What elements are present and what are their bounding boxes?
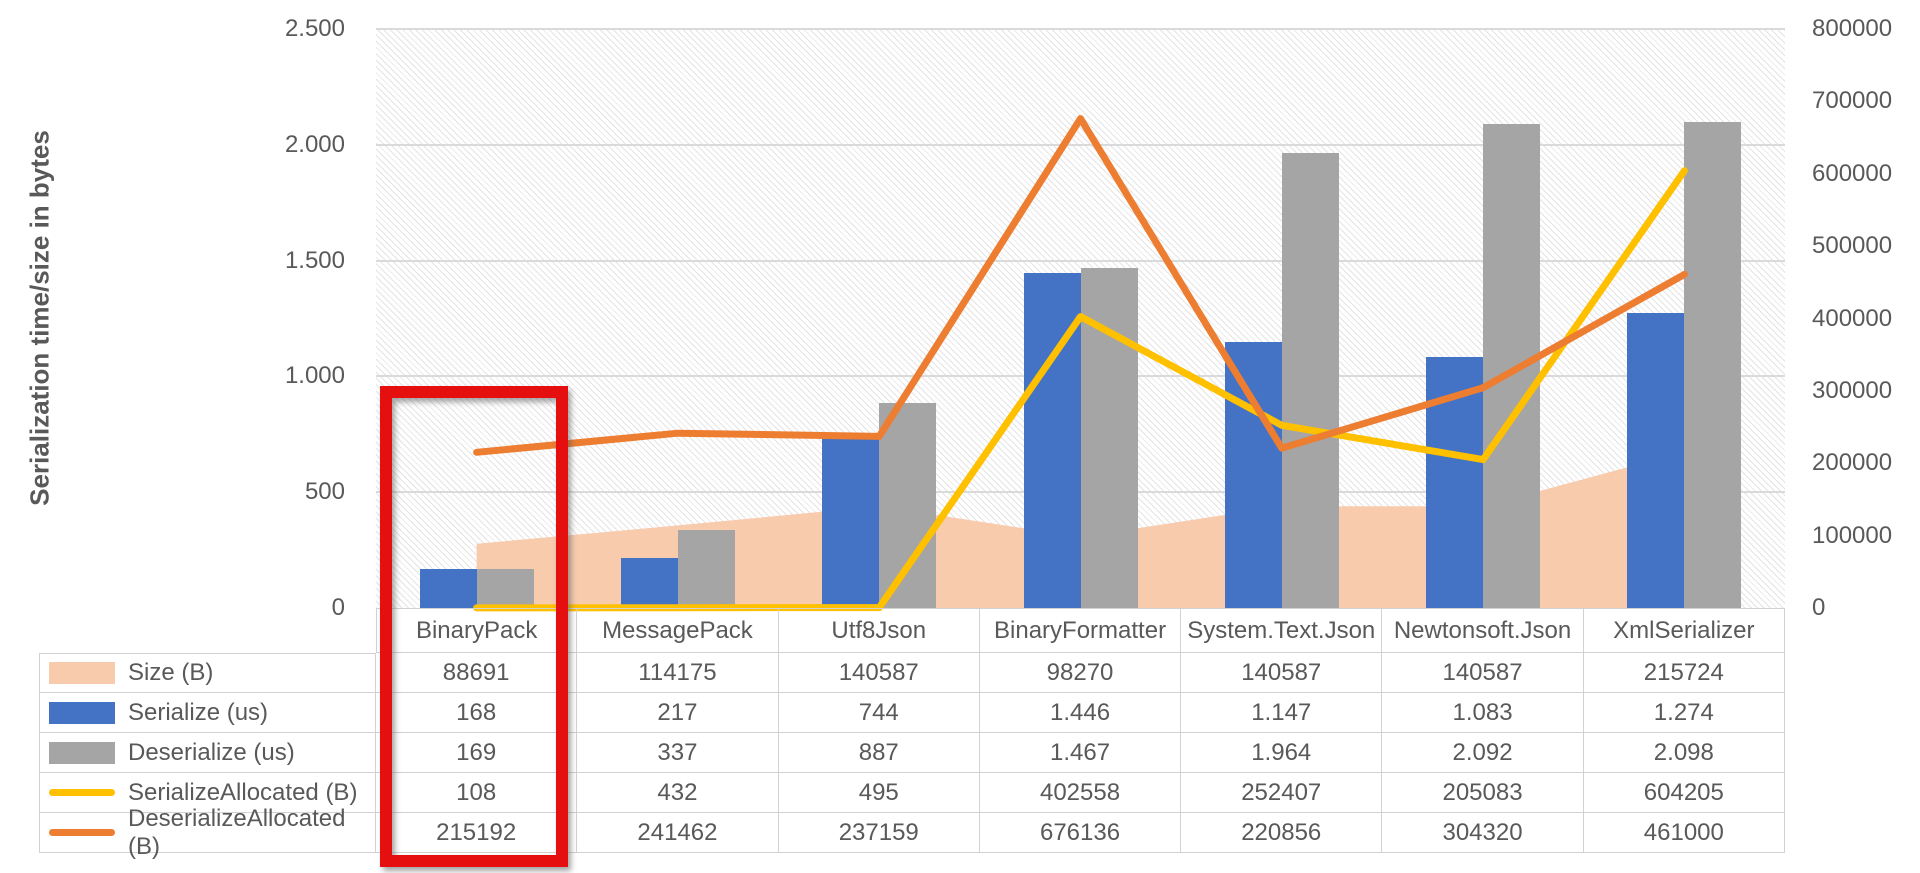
legend-cell: DeserializeAllocated (B) [39,805,376,860]
value-cell: 98270 [979,653,1182,693]
deserialize-bar [1483,123,1541,608]
value-cell: 304320 [1382,813,1584,853]
deserialize-bar [879,402,937,608]
category-header-cell: BinaryPack [376,608,578,653]
value-cell: 1.446 [979,693,1182,733]
legend-label: SerializeAllocated (B) [128,778,358,806]
value-cell: 114175 [577,653,779,693]
legend-label: Serialize (us) [128,698,269,726]
value-cell: 140587 [778,653,980,693]
plot-area [376,28,1785,612]
left-axis-tick: 500 [304,478,345,506]
right-axis-tick: 0 [1812,594,1826,621]
value-cell: 217 [577,693,779,733]
legend-swatch-line [49,829,115,836]
deserialize-bar [476,568,534,608]
serialize-bar [822,435,880,608]
value-cell: 108 [376,773,578,813]
gridline [376,143,1785,146]
size-area-layer [476,451,1685,608]
category-header-cell: BinaryFormatter [979,608,1182,653]
right-axis-tick: 800000 [1812,15,1893,42]
value-cell: 252407 [1181,773,1383,813]
serialize-bar [419,569,477,608]
value-cell: 88691 [376,653,578,693]
deserialize-bar [677,530,735,608]
legend-cell: SerializeAllocated (B) [39,773,376,813]
value-cell: 2.098 [1583,733,1785,773]
value-cell: 495 [778,773,980,813]
value-cell: 604205 [1583,773,1785,813]
value-cell: 1.964 [1181,733,1383,773]
left-axis-tick: 1.500 [284,246,345,274]
gridline [376,259,1785,262]
right-axis-tick: 400000 [1812,304,1893,332]
right-axis-tick: 700000 [1812,87,1893,115]
category-header-cell: XmlSerializer [1583,608,1785,653]
serialize-bar [1224,342,1282,608]
legend-swatch-line [49,789,115,796]
right-axis-tick: 500000 [1812,232,1893,260]
value-cell: 1.274 [1583,693,1785,733]
gridline [376,28,1785,30]
value-cell: 1.083 [1382,693,1584,733]
deserialize-allocated-line [473,115,1688,456]
value-cell: 140587 [1382,653,1584,693]
legend-label: Size (B) [128,659,214,686]
legend-swatch-bar [49,741,115,764]
value-cell: 744 [778,693,980,733]
value-cell: 461000 [1583,813,1785,853]
size-area [476,451,1685,608]
serialize-bar [620,557,678,608]
left-axis-tick: 2.000 [284,130,345,158]
y-axis-title: Serialization time/size in bytes [24,130,55,506]
legend-cell: Deserialize (us) [39,733,376,773]
left-axis-tick: 2.500 [284,15,345,42]
category-header-cell: Newtonsoft.Json [1382,608,1584,653]
value-cell: 215192 [376,813,578,853]
value-cell: 241462 [577,813,779,853]
legend-label: DeserializeAllocated (B) [128,804,346,860]
value-cell: 140587 [1181,653,1383,693]
category-header-cell: Utf8Json [778,608,980,653]
right-axis-tick: 200000 [1812,449,1893,477]
legend-cell: Serialize (us) [39,693,376,733]
serialize-allocated-line [473,167,1688,612]
left-axis-tick: 1.000 [284,362,345,390]
legend-label: Deserialize (us) [128,738,295,766]
value-cell: 237159 [778,813,980,853]
value-cell: 1.467 [979,733,1182,773]
value-cell: 432 [577,773,779,813]
deserialize-bar [1684,122,1742,608]
right-axis-tick: 300000 [1812,376,1893,404]
value-cell: 205083 [1382,773,1584,813]
value-cell: 220856 [1181,813,1383,853]
value-cell: 169 [376,733,578,773]
value-cell: 887 [778,733,980,773]
value-cell: 402558 [979,773,1182,813]
value-cell: 1.147 [1181,693,1383,733]
category-header-cell: System.Text.Json [1181,608,1383,653]
legend-swatch-bar [49,701,115,724]
value-cell: 676136 [979,813,1182,853]
legend-cell: Size (B) [39,653,376,693]
category-header-cell: MessagePack [577,608,779,653]
lines-layer [473,115,1688,612]
deserialize-bar [1281,153,1339,608]
serialize-bar [1627,312,1685,608]
value-cell: 2.092 [1382,733,1584,773]
value-cell: 168 [376,693,578,733]
right-axis-tick: 600000 [1812,159,1893,187]
value-cell: 337 [577,733,779,773]
legend-swatch-area [49,662,115,684]
left-axis-tick: 0 [331,594,345,621]
right-axis-tick: 100000 [1812,521,1893,549]
highlight-rectangle [380,386,568,867]
value-cell: 215724 [1583,653,1785,693]
